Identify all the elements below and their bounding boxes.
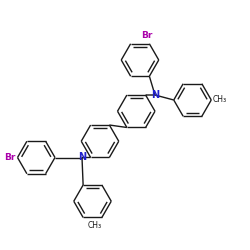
Text: N: N bbox=[78, 152, 86, 162]
Text: N: N bbox=[151, 90, 159, 100]
Text: Br: Br bbox=[4, 153, 15, 162]
Text: CH₃: CH₃ bbox=[88, 221, 102, 230]
Text: Br: Br bbox=[141, 31, 152, 40]
Text: CH₃: CH₃ bbox=[213, 96, 227, 104]
